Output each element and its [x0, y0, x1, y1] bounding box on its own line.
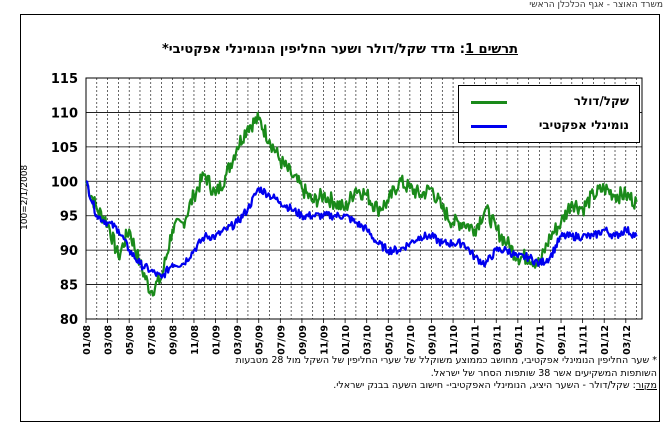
x-tick-label: 09/09 [298, 325, 309, 355]
legend-label-effective: נומינלי אפקטיבי [538, 118, 629, 132]
x-tick-label: 11/11 [579, 325, 590, 355]
x-tick-label: 09/11 [557, 325, 568, 355]
chart-title-text: : מדד שקל/דולר ושער החליפין הנומינלי אפק… [161, 42, 465, 57]
x-tick-label: 03/11 [492, 325, 503, 355]
x-tick-label: 11/09 [320, 325, 331, 355]
legend-label-usd: שקל/דולר [573, 94, 629, 108]
y-tick-label: 85 [60, 279, 78, 294]
series-line-usd [84, 111, 638, 297]
x-tick-label: 03/10 [363, 325, 374, 355]
legend-swatch-usd [471, 101, 507, 104]
chart-title-label: תרשים 1 [464, 42, 519, 57]
x-tick-label: 01/09 [212, 325, 223, 355]
footnote-text: * שער החליפין הנומינלי אפקטיבי, מחושב כמ… [235, 355, 657, 379]
legend-item-effective: נומינלי אפקטיבי [467, 116, 635, 136]
x-tick-label: 01/11 [471, 325, 482, 355]
x-tick-label: 09/10 [427, 325, 438, 355]
x-tick-label: 03/09 [233, 325, 244, 355]
x-tick-label: 09/08 [168, 325, 179, 355]
x-tick-label: 05/09 [255, 325, 266, 355]
chart-footnotes: * שער החליפין הנומינלי אפקטיבי, מחושב כמ… [232, 355, 657, 393]
page-header-note: משרד האוצר - אגף הכלכלן הראשי [529, 0, 663, 10]
y-tick-label: 80 [60, 313, 78, 328]
y-tick-label: 110 [51, 106, 78, 121]
y-tick-label: 100 [51, 175, 78, 190]
x-tick-label: 07/11 [535, 325, 546, 355]
x-tick-label: 07/10 [406, 325, 417, 355]
x-tick-label: 03/12 [622, 325, 633, 355]
x-tick-label: 05/11 [514, 325, 525, 355]
y-tick-label: 95 [60, 210, 78, 225]
footnote-source: מקור: שקל/דולר - השער היציג, הנומינלי הא… [232, 380, 657, 393]
x-tick-label: 01/10 [341, 325, 352, 355]
y-axis-label: 100=2/1/2008 [20, 164, 30, 230]
y-tick-label: 115 [51, 72, 78, 87]
chart-title: תרשים 1: מדד שקל/דולר ושער החליפין הנומי… [120, 42, 560, 57]
x-tick-label: 11/10 [449, 325, 460, 355]
x-tick-label: 07/08 [147, 325, 158, 355]
x-tick-label: 07/09 [276, 325, 287, 355]
x-tick-label: 03/08 [104, 325, 115, 355]
y-tick-label: 105 [51, 141, 78, 156]
chart-legend: שקל/דולר נומינלי אפקטיבי [458, 85, 640, 143]
y-tick-label: 90 [60, 244, 78, 259]
x-tick-label: 01/08 [82, 325, 93, 355]
x-tick-label: 05/10 [384, 325, 395, 355]
series-line-effective [85, 180, 638, 279]
legend-swatch-effective [471, 125, 507, 128]
legend-item-usd: שקל/דולר [467, 92, 635, 112]
footnote-source-text: : שקל/דולר - השער היציג, הנומינלי האפקטי… [333, 380, 636, 391]
footnote-source-label: מקור [635, 380, 657, 391]
x-tick-label: 05/08 [125, 325, 136, 355]
x-tick-label: 11/08 [190, 325, 201, 355]
x-tick-label: 01/12 [600, 325, 611, 355]
